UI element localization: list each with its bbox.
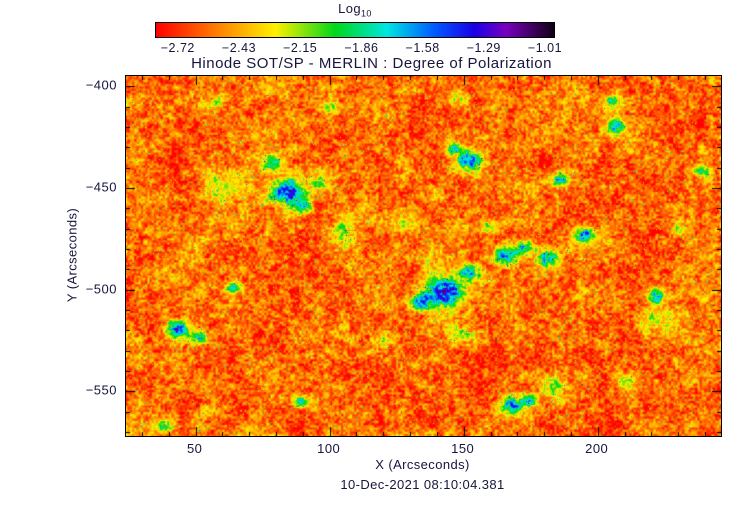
timestamp-caption: 10-Dec-2021 08:10:04.381 [340, 477, 505, 492]
heatmap-canvas [126, 76, 721, 436]
x-tick-label: 150 [451, 441, 475, 456]
colorbar-tick-label: −1.86 [344, 41, 379, 55]
x-tick-label: 200 [585, 441, 609, 456]
colorbar-title-subscript: 10 [361, 8, 372, 19]
colorbar-tick-label: −1.58 [405, 41, 440, 55]
colorbar-title-text: Log [338, 1, 362, 16]
colorbar-tick-label: −2.15 [283, 41, 318, 55]
x-tick-label: 50 [186, 441, 203, 456]
colorbar-tick-label: −2.72 [160, 41, 195, 55]
chart-title: Hinode SOT/SP - MERLIN : Degree of Polar… [191, 55, 552, 72]
y-tick-label: −550 [85, 382, 117, 398]
y-tick-label: −400 [85, 77, 117, 93]
colorbar [155, 22, 555, 38]
colorbar-tick-label: −1.01 [527, 41, 563, 55]
colorbar-tick-label: −1.29 [466, 41, 501, 55]
colorbar-title: Log10 [155, 1, 555, 19]
x-tick-label: 100 [317, 441, 341, 456]
colorbar-tick-label: −2.43 [221, 41, 257, 55]
y-tick-label: −450 [85, 179, 117, 195]
y-tick-label: −500 [85, 281, 117, 297]
x-axis-label: X (Arcseconds) [375, 457, 470, 472]
plot-area [125, 75, 722, 437]
